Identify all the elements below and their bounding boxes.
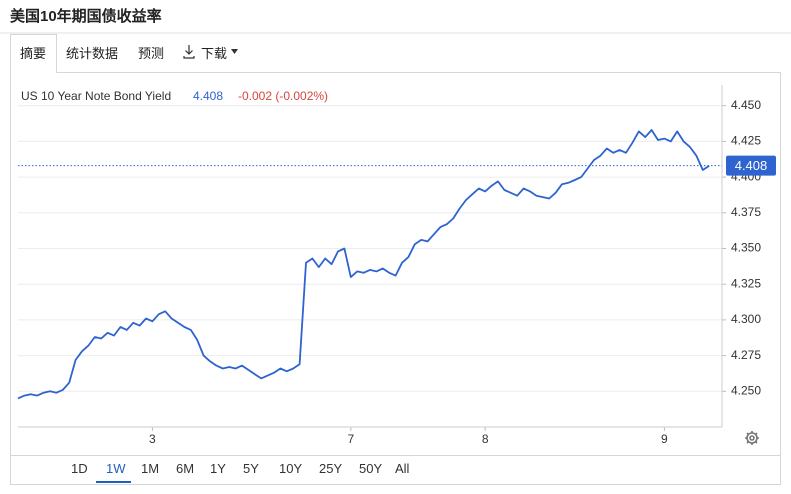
y-tick-label: 4.325: [731, 276, 761, 290]
legend-change: -0.002 (-0.002%): [238, 89, 328, 103]
x-tick-label: 7: [347, 432, 354, 446]
range-bar: [10, 455, 781, 485]
tab[interactable]: 统计数据: [66, 46, 119, 61]
price-line: [17, 129, 710, 400]
range-button[interactable]: All: [395, 461, 410, 476]
y-tick-label: 4.450: [731, 98, 761, 112]
y-tick-label: 4.300: [731, 312, 761, 326]
tab-frame: [10, 34, 57, 73]
legend-series-name: US 10 Year Note Bond Yield: [21, 89, 171, 103]
range-button[interactable]: 10Y: [279, 461, 303, 476]
chart-frame: [10, 72, 781, 456]
x-tick-label: 3: [149, 432, 156, 446]
tab[interactable]: 摘要: [20, 46, 47, 61]
range-button[interactable]: 50Y: [359, 461, 383, 476]
x-tick-label: 9: [661, 432, 668, 446]
range-button[interactable]: 1D: [71, 461, 88, 476]
y-tick-label: 4.425: [731, 134, 761, 148]
range-button[interactable]: 1M: [141, 461, 160, 476]
range-button[interactable]: 25Y: [319, 461, 343, 476]
y-tick-label: 4.375: [731, 205, 761, 219]
range-button[interactable]: 6M: [176, 461, 195, 476]
y-tick-label: 4.250: [731, 383, 761, 397]
range-button[interactable]: 1W: [106, 461, 126, 476]
range-button[interactable]: 5Y: [243, 461, 259, 476]
range-button[interactable]: 1Y: [210, 461, 226, 476]
tab[interactable]: 预测: [138, 46, 165, 61]
y-tick-label: 4.350: [731, 241, 761, 255]
last-value-label: 4.408: [735, 158, 768, 173]
x-tick-label: 8: [482, 432, 489, 446]
settings-icon[interactable]: [745, 431, 759, 445]
y-tick-label: 4.275: [731, 348, 761, 362]
page-title: 美国10年期国债收益率: [10, 8, 162, 25]
last-value-badge: [726, 155, 776, 176]
dropdown-caret: [231, 49, 238, 54]
legend-last-value: 4.408: [193, 89, 223, 103]
download-icon: [183, 45, 195, 59]
tab[interactable]: 下载: [201, 46, 228, 61]
